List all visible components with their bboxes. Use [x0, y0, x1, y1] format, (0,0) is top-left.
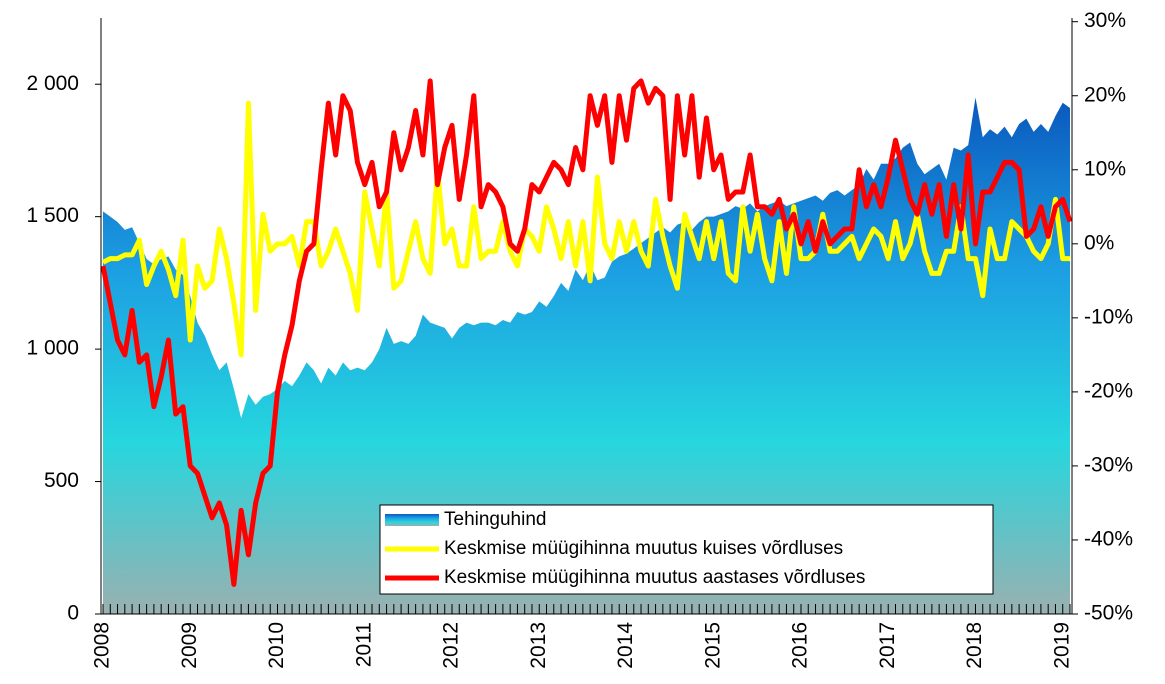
y2-tick-label: 0%: [1084, 231, 1114, 254]
y-tick-label: 0: [67, 602, 79, 625]
y-tick-label: 1 000: [26, 337, 79, 360]
x-tick-label: 2008: [91, 622, 114, 669]
y-tick-label: 2 000: [26, 72, 79, 95]
y2-tick-label: -20%: [1084, 379, 1133, 402]
legend-box: [379, 504, 994, 595]
x-tick-label: 2010: [265, 622, 288, 669]
y2-tick-label: -50%: [1084, 602, 1133, 625]
legend-swatch: [385, 514, 439, 526]
line: [100, 78, 1073, 587]
x-tick-label: 2014: [614, 622, 637, 669]
legend-label: Keskmise müügihinna muutus kuises võrdlu…: [444, 538, 843, 559]
legend-label: Tehinguhind: [444, 509, 546, 530]
x-tick-label: 2009: [178, 622, 201, 669]
x-tick-label: 2016: [789, 622, 812, 669]
x-tick-label: 2011: [352, 622, 375, 667]
y2-tick-label: -30%: [1084, 453, 1133, 476]
line: [101, 100, 1070, 358]
legend-label: Keskmise müügihinna muutus aastases võrd…: [444, 567, 865, 588]
y2-tick-label: 20%: [1084, 83, 1126, 106]
y2-tick-label: 10%: [1084, 157, 1126, 180]
x-tick-label: 2019: [1050, 622, 1073, 669]
y2-tick-label: -40%: [1084, 528, 1133, 551]
x-tick-label: 2017: [876, 622, 899, 669]
x-tick-label: 2012: [440, 622, 463, 669]
x-tick-label: 2018: [963, 622, 986, 669]
x-tick-label: 2013: [527, 622, 550, 669]
y-tick-label: 1 500: [26, 204, 79, 227]
y2-tick-label: -10%: [1084, 305, 1133, 328]
y2-tick-label: 30%: [1084, 9, 1126, 32]
y-tick-label: 500: [44, 469, 79, 492]
area: [103, 97, 1070, 614]
x-tick-label: 2015: [701, 622, 724, 669]
